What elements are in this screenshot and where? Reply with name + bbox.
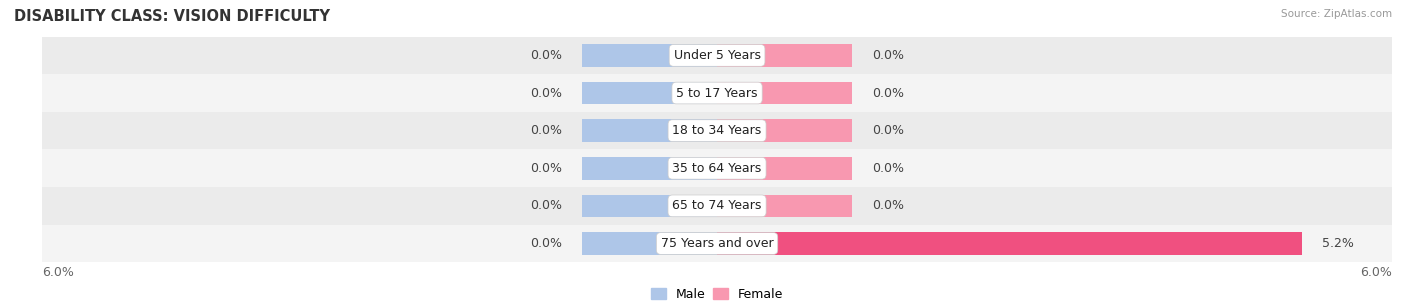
Bar xyxy=(717,44,852,67)
Text: 65 to 74 Years: 65 to 74 Years xyxy=(672,199,762,212)
Bar xyxy=(582,119,717,142)
Bar xyxy=(582,157,717,180)
Bar xyxy=(42,37,1392,74)
Bar xyxy=(717,119,852,142)
Bar xyxy=(42,187,1392,225)
Text: DISABILITY CLASS: VISION DIFFICULTY: DISABILITY CLASS: VISION DIFFICULTY xyxy=(14,9,330,24)
Bar xyxy=(717,157,852,180)
Text: 0.0%: 0.0% xyxy=(530,49,562,62)
Bar xyxy=(42,112,1392,149)
Legend: Male, Female: Male, Female xyxy=(645,283,789,305)
Text: 0.0%: 0.0% xyxy=(530,87,562,99)
Bar xyxy=(42,225,1392,262)
Text: 0.0%: 0.0% xyxy=(872,49,904,62)
Bar xyxy=(717,232,1302,255)
Text: 0.0%: 0.0% xyxy=(872,87,904,99)
Bar xyxy=(717,82,852,104)
Text: 5 to 17 Years: 5 to 17 Years xyxy=(676,87,758,99)
Text: 75 Years and over: 75 Years and over xyxy=(661,237,773,250)
Text: 5.2%: 5.2% xyxy=(1322,237,1354,250)
Text: 0.0%: 0.0% xyxy=(872,124,904,137)
Bar xyxy=(42,74,1392,112)
Text: 0.0%: 0.0% xyxy=(530,124,562,137)
Bar xyxy=(717,195,852,217)
Text: 35 to 64 Years: 35 to 64 Years xyxy=(672,162,762,175)
Text: 0.0%: 0.0% xyxy=(530,199,562,212)
Bar xyxy=(582,195,717,217)
Text: Source: ZipAtlas.com: Source: ZipAtlas.com xyxy=(1281,9,1392,19)
Bar xyxy=(582,82,717,104)
Bar xyxy=(582,232,717,255)
Text: 0.0%: 0.0% xyxy=(530,237,562,250)
Text: 6.0%: 6.0% xyxy=(42,266,75,279)
Bar xyxy=(42,149,1392,187)
Text: Under 5 Years: Under 5 Years xyxy=(673,49,761,62)
Bar xyxy=(582,44,717,67)
Text: 0.0%: 0.0% xyxy=(872,162,904,175)
Text: 0.0%: 0.0% xyxy=(530,162,562,175)
Text: 18 to 34 Years: 18 to 34 Years xyxy=(672,124,762,137)
Text: 0.0%: 0.0% xyxy=(872,199,904,212)
Text: 6.0%: 6.0% xyxy=(1360,266,1392,279)
